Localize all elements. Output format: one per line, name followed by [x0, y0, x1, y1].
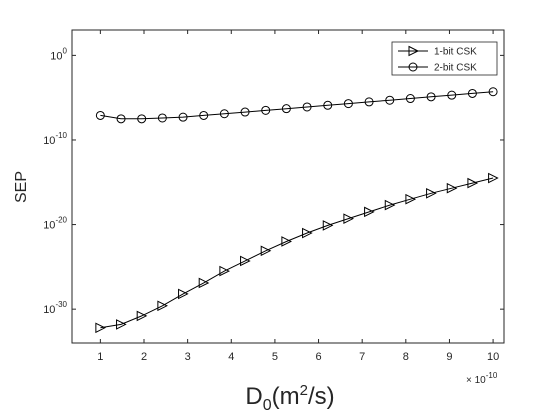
data-point-circle [343, 99, 353, 109]
data-point-triangle [219, 265, 230, 277]
data-point-circle [157, 113, 167, 123]
y-tick-label: 10-20 [43, 216, 67, 232]
legend-label-1bit: 1-bit CSK [434, 47, 477, 58]
data-point-triangle [116, 319, 127, 330]
x-scale-multiplier-exp: -10 [486, 371, 498, 380]
x-axis-label-base: D [245, 383, 262, 410]
data-point-triangle [405, 193, 417, 205]
legend-label-2bit: 2-bit CSK [434, 63, 477, 74]
y-tick-label-exp: -30 [55, 300, 67, 309]
data-point-circle [219, 109, 229, 119]
data-point-triangle [322, 220, 334, 231]
x-tick-label: 6 [315, 351, 321, 363]
y-tick-label-base: 10 [43, 135, 55, 147]
x-tick-label: 9 [446, 351, 452, 363]
data-point-circle [385, 95, 395, 105]
data-point-triangle [488, 172, 499, 184]
plot-area [72, 30, 504, 343]
data-point-triangle [384, 199, 396, 211]
data-point-circle [116, 114, 126, 124]
data-point-triangle [426, 187, 437, 199]
data-point-circle [199, 110, 209, 120]
data-point-triangle [364, 206, 375, 218]
x-tick-label: 5 [272, 351, 278, 363]
x-tick-label: 2 [141, 351, 147, 363]
series-line [100, 91, 494, 120]
y-tick-label: 10-10 [43, 131, 67, 147]
data-point-triangle [95, 322, 106, 334]
legend: 1-bit CSK 2-bit CSK [391, 41, 498, 76]
x-tick-label: 7 [359, 351, 365, 363]
legend-marker-triangle [408, 45, 420, 57]
data-point-triangle [157, 300, 168, 312]
data-point-triangle [302, 227, 313, 239]
data-point-triangle [343, 213, 355, 224]
x-axis-label-close: /s) [308, 383, 335, 410]
y-tick-label: 100 [50, 46, 67, 62]
data-point-circle [364, 97, 374, 107]
x-tick-label: 1 [97, 351, 103, 363]
x-axis-label: D0(m2/s) [245, 382, 334, 414]
data-point-triangle [281, 236, 293, 247]
y-tick-label-base: 10 [43, 304, 55, 316]
x-axis-label-open: (m [272, 383, 300, 410]
data-point-triangle [198, 277, 210, 289]
series-line [100, 177, 494, 329]
data-point-triangle [136, 310, 148, 322]
x-scale-multiplier-base: × 10 [466, 375, 486, 386]
x-tick-label: 10 [487, 351, 499, 363]
y-axis-label: SEP [13, 171, 30, 203]
y-tick-label-exp: -20 [55, 216, 67, 225]
data-point-circle [467, 88, 477, 98]
data-point-circle [137, 114, 147, 124]
series-2bit-csk [95, 87, 498, 124]
data-point-circle [302, 102, 312, 112]
plot-frame [71, 29, 505, 344]
series-layer [95, 87, 499, 334]
x-axis-label-sub: 0 [263, 397, 272, 414]
data-point-circle [261, 105, 271, 115]
data-point-circle [240, 107, 250, 117]
data-point-triangle [467, 177, 479, 189]
x-tick-label: 3 [185, 351, 191, 363]
legend-marker-circle [408, 62, 418, 72]
y-tick-label-exp: -10 [55, 131, 67, 140]
data-point-circle [281, 104, 291, 114]
data-point-circle [426, 92, 436, 102]
x-scale-multiplier: × 10-10 [466, 371, 498, 386]
data-point-circle [178, 112, 188, 122]
data-point-circle [447, 90, 457, 100]
data-point-triangle [240, 255, 251, 267]
x-axis-label-sup: 2 [300, 382, 308, 399]
data-point-circle [95, 110, 105, 120]
data-point-triangle [446, 182, 458, 194]
y-tick-label-exp: 0 [63, 46, 68, 55]
y-tick-label-base: 10 [50, 50, 62, 62]
y-tick-label-base: 10 [43, 220, 55, 232]
x-tick-label: 8 [403, 351, 409, 363]
series-1bit-csk [95, 172, 499, 334]
data-point-circle [488, 87, 498, 97]
data-point-circle [405, 94, 415, 104]
x-tick-label: 4 [228, 351, 234, 363]
data-point-triangle [260, 245, 272, 257]
data-point-triangle [178, 288, 189, 300]
data-point-circle [323, 100, 333, 110]
y-tick-label: 10-30 [43, 300, 67, 316]
